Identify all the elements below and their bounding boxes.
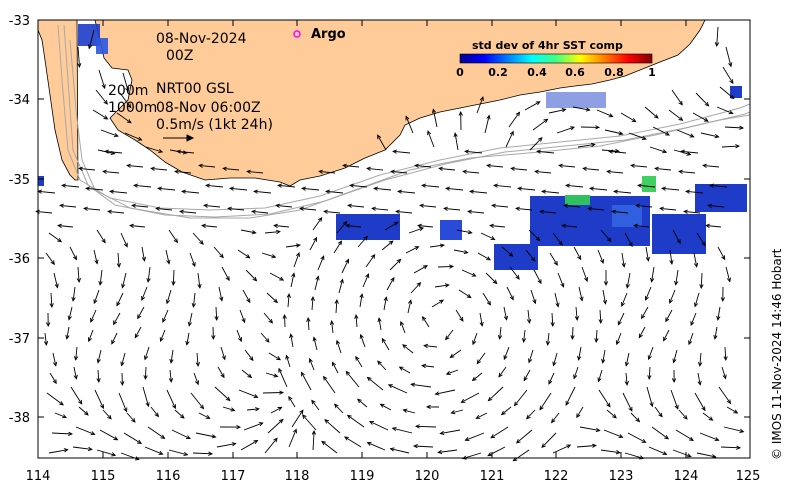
depth-200m-label: 200m — [108, 83, 148, 99]
australia-land — [38, 20, 79, 181]
y-tick-label: -34 — [9, 93, 30, 108]
scale-label: 0.5m/s (1kt 24h) — [156, 117, 273, 133]
x-tick-label: 121 — [480, 469, 505, 484]
colorbar-tick-label: 0.8 — [604, 66, 624, 79]
colorbar-tick-label: 0.6 — [565, 66, 585, 79]
product-label: NRT00 GSL — [156, 81, 234, 97]
current-vectors — [35, 26, 745, 462]
y-tick-label: -35 — [9, 173, 30, 188]
y-tick-label: -37 — [9, 332, 30, 347]
x-tick-label: 120 — [415, 469, 440, 484]
x-tick-label: 117 — [221, 469, 246, 484]
colorbar-tick-label: 0.4 — [527, 66, 547, 79]
x-tick-label: 122 — [544, 469, 569, 484]
axis-ticks — [37, 19, 751, 458]
plot-frame — [37, 19, 751, 459]
scale-arrow — [163, 134, 195, 142]
x-tick-label: 125 — [736, 469, 761, 484]
x-tick-label: 114 — [26, 469, 51, 484]
colorbar-title: std dev of 4hr SST comp — [472, 39, 623, 52]
x-tick-label: 116 — [156, 469, 181, 484]
isobath-lines — [57, 24, 751, 219]
colorbar-tick-label: 0.2 — [488, 66, 508, 79]
x-tick-label: 118 — [285, 469, 310, 484]
argo-marker-icon — [293, 30, 301, 38]
y-axis-labels: -33 -34 -35 -36 -37 -38 — [9, 14, 30, 426]
x-axis-labels: 114 115 116 117 118 119 120 121 122 123 … — [26, 469, 761, 484]
map-time: 00Z — [166, 48, 193, 64]
x-tick-label: 119 — [350, 469, 375, 484]
depth-1000m-label: 1000m — [108, 100, 157, 116]
map-date: 08-Nov-2024 — [156, 31, 247, 47]
x-tick-label: 124 — [674, 469, 699, 484]
y-tick-label: -38 — [9, 411, 30, 426]
valid-time-label: 08-Nov 06:00Z — [156, 100, 261, 116]
x-tick-label: 123 — [609, 469, 634, 484]
x-tick-label: 115 — [91, 469, 116, 484]
colorbar-tick-label: 1 — [648, 66, 656, 79]
colorbar-tick-label: 0 — [456, 66, 464, 79]
credit-text: © IMOS 11-Nov-2024 14:46 Hobart — [770, 248, 784, 460]
y-tick-label: -36 — [9, 252, 30, 267]
y-tick-label: -33 — [9, 14, 30, 29]
argo-label: Argo — [311, 27, 346, 42]
colorbar — [459, 53, 653, 64]
colorbar-ticks: 0 0.2 0.4 0.6 0.8 1 — [456, 66, 656, 79]
